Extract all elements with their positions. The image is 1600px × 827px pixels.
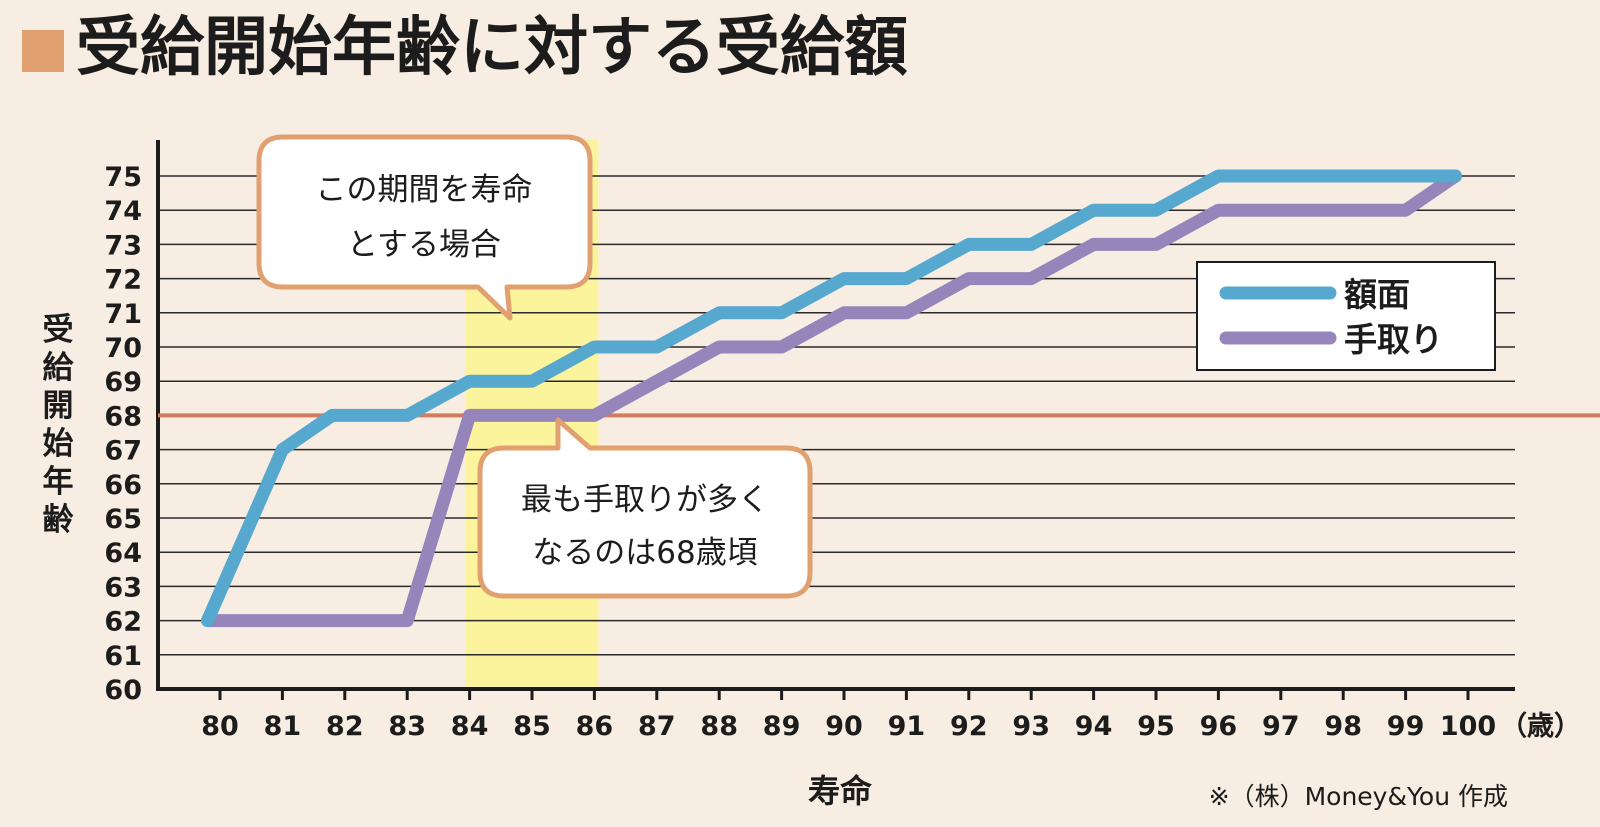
x-tick-label-88: 88 xyxy=(700,711,738,742)
x-tick-label-83: 83 xyxy=(388,711,426,742)
y-tick-label-67: 67 xyxy=(104,436,142,467)
credit-note: ※（株）Money&You 作成 xyxy=(1209,782,1508,811)
peak-callout-line-2: なるのは68歳頃 xyxy=(532,535,757,571)
x-tick-label-84: 84 xyxy=(451,711,489,742)
y-tick-label-72: 72 xyxy=(104,265,142,296)
y-axis-label: 受給開始年齢 xyxy=(43,312,75,538)
y-tick-label-65: 65 xyxy=(104,504,142,535)
period-callout-line-2: とする場合 xyxy=(347,227,501,263)
x-tick-label-89: 89 xyxy=(763,711,801,742)
peak-callout-line-1: 最も手取りが多く xyxy=(521,482,769,518)
x-tick-label-98: 98 xyxy=(1324,711,1362,742)
x-tick-label-93: 93 xyxy=(1012,711,1050,742)
peak-callout-bubble xyxy=(477,417,813,599)
title-marker xyxy=(22,30,64,72)
x-tick-label-87: 87 xyxy=(638,711,676,742)
period-callout-bubble xyxy=(256,134,593,321)
y-tick-label-73: 73 xyxy=(104,230,142,261)
y-tick-label-68: 68 xyxy=(104,401,142,432)
x-tick-label-81: 81 xyxy=(264,711,302,742)
x-tick-label-95: 95 xyxy=(1137,711,1175,742)
y-tick-label-75: 75 xyxy=(104,162,142,193)
x-axis-label: 寿命 xyxy=(808,772,873,810)
period-callout-line-1: この期間を寿命 xyxy=(316,172,533,208)
y-tick-label-71: 71 xyxy=(104,299,142,330)
y-tick-label-62: 62 xyxy=(104,607,142,638)
x-tick-label-91: 91 xyxy=(888,711,926,742)
y-tick-label-74: 74 xyxy=(104,196,142,227)
x-tick-label-96: 96 xyxy=(1200,711,1238,742)
series-line-gross xyxy=(201,169,1462,628)
x-tick-label-99: 99 xyxy=(1387,711,1425,742)
page-title: 受給開始年齢に対する受給額 xyxy=(76,11,908,85)
y-tick-label-63: 63 xyxy=(104,572,142,603)
x-tick-label-92: 92 xyxy=(950,711,988,742)
x-axis-unit: （歳） xyxy=(1500,711,1581,742)
x-tick-label-90: 90 xyxy=(825,711,863,742)
y-tick-label-70: 70 xyxy=(104,333,142,364)
x-tick-label-80: 80 xyxy=(201,711,239,742)
legend-box xyxy=(1196,261,1496,371)
legend-label-gross: 額面 xyxy=(1344,275,1410,314)
y-tick-label-69: 69 xyxy=(104,367,142,398)
x-tick-label-85: 85 xyxy=(513,711,551,742)
x-tick-label-94: 94 xyxy=(1075,711,1113,742)
y-tick-label-66: 66 xyxy=(104,470,142,501)
y-tick-label-60: 60 xyxy=(104,675,142,706)
y-tick-label-64: 64 xyxy=(104,538,142,569)
x-tick-label-82: 82 xyxy=(326,711,364,742)
series-line-net xyxy=(201,169,1462,628)
x-tick-label-86: 86 xyxy=(576,711,614,742)
x-tick-label-97: 97 xyxy=(1262,711,1300,742)
legend: 額面 手取り xyxy=(1196,261,1496,371)
x-tick-label-100: 100 xyxy=(1440,711,1496,742)
y-tick-label-61: 61 xyxy=(104,641,142,672)
peak-callout: 最も手取りが多く なるのは68歳頃 xyxy=(477,417,813,599)
period-callout: この期間を寿命 とする場合 xyxy=(256,134,593,321)
legend-label-net: 手取り xyxy=(1344,320,1443,359)
